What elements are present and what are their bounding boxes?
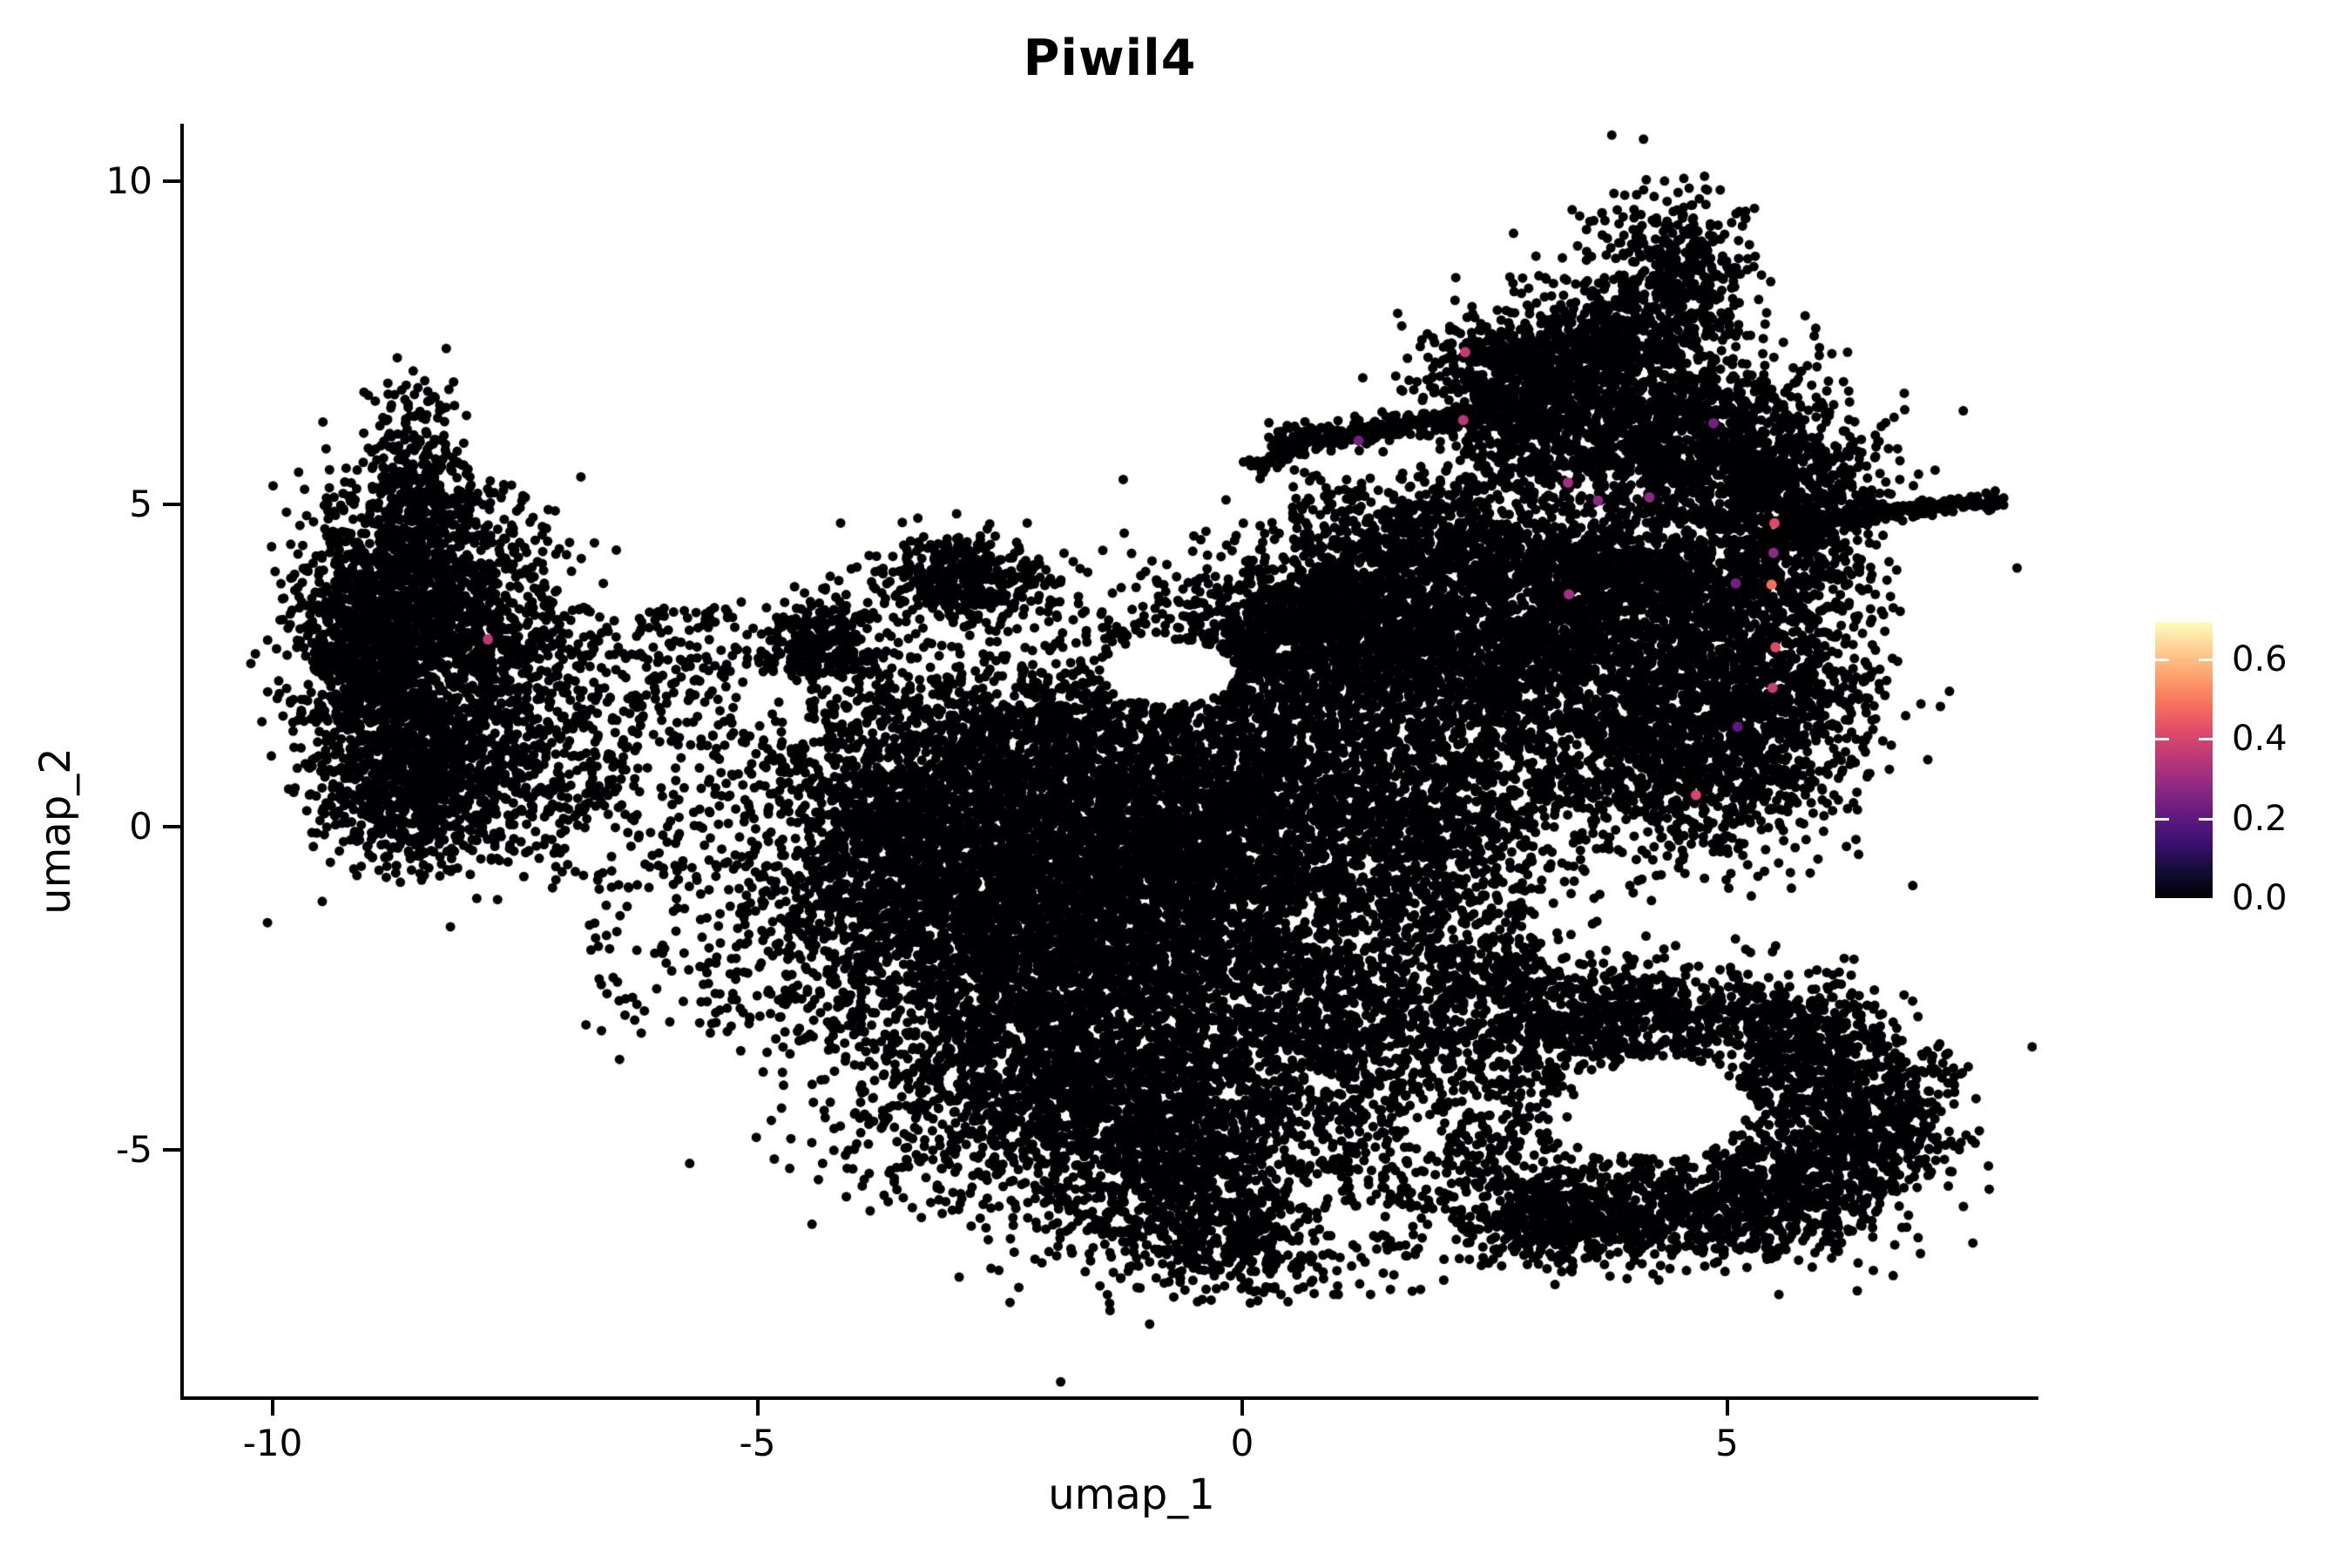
x-tick-label: 5 [1715, 1422, 1739, 1464]
x-tick-label: -10 [242, 1422, 303, 1464]
x-axis-line [180, 1396, 2038, 1400]
plot-title: Piwil4 [1023, 30, 1197, 87]
colorbar-legend [2155, 622, 2213, 898]
colorbar-tick-mark [2199, 738, 2213, 741]
y-tick-label: 5 [129, 482, 152, 525]
x-tick-mark [1240, 1398, 1244, 1416]
y-axis-line [180, 124, 184, 1400]
colorbar-tick-mark [2199, 817, 2213, 821]
y-tick-mark [163, 825, 180, 828]
colorbar-tick-label: 0.4 [2232, 719, 2288, 760]
x-tick-label: -5 [739, 1422, 776, 1464]
y-tick-label: 10 [105, 159, 152, 202]
y-tick-mark [163, 179, 180, 183]
colorbar-tick-mark [2155, 658, 2169, 661]
x-tick-mark [271, 1398, 274, 1416]
y-tick-label: 0 [129, 805, 152, 848]
colorbar-tick-label: 0.0 [2232, 878, 2288, 918]
colorbar-tick-mark [2199, 658, 2213, 661]
x-tick-label: 0 [1230, 1422, 1254, 1464]
x-axis-label: umap_1 [1048, 1470, 1215, 1519]
y-tick-mark [163, 1147, 180, 1152]
y-tick-mark [163, 502, 180, 506]
colorbar-tick-label: 0.2 [2232, 798, 2288, 839]
colorbar-tick-mark [2155, 817, 2169, 821]
colorbar-tick-mark [2155, 738, 2169, 741]
colorbar-tick-label: 0.6 [2232, 639, 2288, 679]
x-tick-mark [1725, 1398, 1729, 1416]
x-tick-mark [755, 1398, 760, 1416]
y-tick-label: -5 [116, 1127, 152, 1171]
y-axis-label: umap_2 [31, 747, 80, 915]
